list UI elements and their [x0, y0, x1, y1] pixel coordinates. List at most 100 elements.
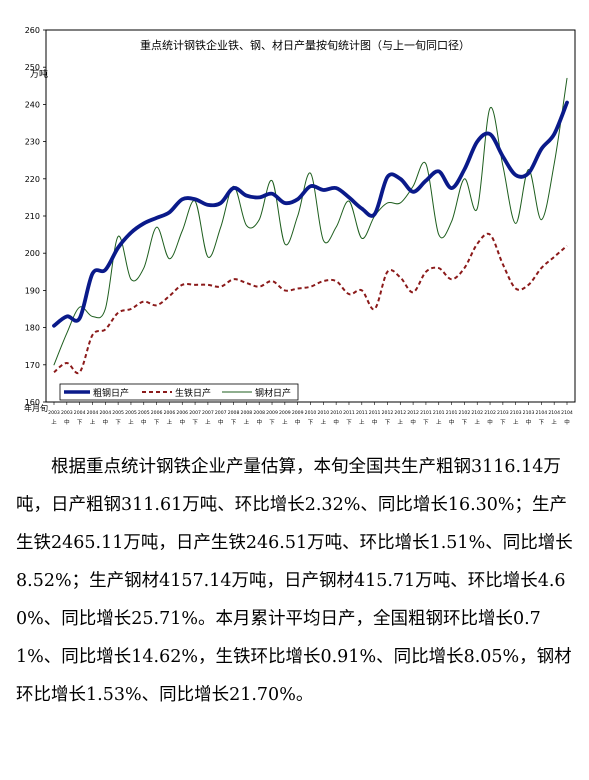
x-tick-label-dekad: 下: [539, 419, 545, 426]
x-tick-label-month: 2102: [459, 410, 471, 416]
y-tick-label: 230: [25, 138, 40, 147]
x-tick-label-dekad: 中: [333, 418, 339, 426]
y-tick-label: 190: [25, 286, 40, 295]
series-line-steel-product: [53, 77, 568, 366]
x-tick-label-dekad: 下: [77, 419, 83, 426]
x-tick-label-month: 2004: [87, 410, 99, 416]
series-line-pig-iron: [53, 232, 568, 375]
x-tick-label-dekad: 中: [256, 418, 262, 426]
x-tick-label-dekad: 上: [359, 418, 365, 426]
x-tick-label-month: 2007: [189, 410, 201, 416]
x-tick-label-dekad: 下: [115, 419, 121, 426]
x-tick-label-month: 2008: [228, 410, 240, 416]
x-tick-label-dekad: 上: [551, 418, 557, 426]
x-tick-label-dekad: 中: [141, 418, 147, 426]
x-tick-label-dekad: 中: [526, 418, 532, 426]
x-tick-label-month: 2102: [484, 410, 496, 416]
summary-paragraph: 根据重点统计钢铁企业产量估算，本旬全国共生产粗钢3116.14万吨，日产粗钢31…: [16, 457, 573, 705]
x-tick-label-dekad: 下: [154, 419, 160, 426]
x-tick-label-dekad: 中: [487, 418, 493, 426]
x-tick-label-dekad: 下: [346, 419, 352, 426]
x-tick-label-dekad: 中: [103, 418, 109, 426]
x-tick-label-month: 2005: [138, 410, 150, 416]
y-unit-label: 万吨: [30, 68, 48, 80]
x-tick-label-month: 2011: [356, 410, 368, 416]
y-tick-label: 260: [25, 26, 40, 35]
x-tick-label-month: 2101: [420, 410, 432, 416]
x-tick-label-month: 2103: [497, 410, 509, 416]
x-tick-label-month: 2103: [523, 410, 535, 416]
legend: 粗钢日产 生铁日产 钢材日产: [59, 383, 299, 401]
x-tick-label-dekad: 下: [308, 419, 314, 426]
series-line-crude-steel: [52, 100, 569, 328]
x-tick-label-month: 2006: [176, 410, 188, 416]
y-tick-label: 210: [25, 212, 40, 221]
steel-production-chart: 重点统计钢铁企业铁、钢、材日产量按旬统计图（与上一旬同口径） 万吨 年月旬 16…: [24, 26, 576, 426]
x-tick-label-dekad: 中: [449, 418, 455, 426]
x-axis: 2003上2003中2004下2004上2004中2005下2005上2005中…: [48, 402, 573, 426]
x-tick-label-month: 2012: [407, 410, 419, 416]
x-tick-label-dekad: 上: [244, 418, 250, 426]
x-tick-label-dekad: 上: [128, 418, 134, 426]
x-tick-label-month: 2004: [99, 410, 111, 416]
y-tick-label: 160: [25, 398, 40, 407]
x-tick-label-dekad: 下: [385, 419, 391, 426]
legend-label-crude-steel: 粗钢日产: [93, 387, 129, 399]
x-tick-label-month: 2005: [112, 410, 124, 416]
x-tick-label-month: 2012: [394, 410, 406, 416]
x-tick-label-month: 2003: [61, 410, 73, 416]
x-tick-label-month: 2101: [433, 410, 445, 416]
y-tick-label: 250: [25, 63, 40, 72]
x-tick-label-dekad: 上: [436, 418, 442, 426]
x-tick-label-dekad: 上: [205, 418, 211, 426]
x-tick-label-month: 2104: [548, 410, 560, 416]
series-group: [52, 77, 569, 375]
x-tick-label-dekad: 上: [51, 418, 57, 426]
x-tick-label-month: 2104: [535, 410, 547, 416]
legend-box: [59, 383, 299, 401]
x-tick-label-month: 2006: [151, 410, 163, 416]
x-tick-label-month: 2010: [305, 410, 317, 416]
x-tick-label-dekad: 下: [269, 419, 275, 426]
x-tick-label-dekad: 上: [321, 418, 327, 426]
x-tick-label-dekad: 中: [64, 418, 70, 426]
x-tick-label-dekad: 下: [500, 419, 506, 426]
legend-label-pig-iron: 生铁日产: [175, 387, 211, 399]
x-tick-label-month: 2005: [125, 410, 137, 416]
x-corner-label: 年月旬: [24, 403, 48, 413]
x-tick-label-month: 2004: [74, 410, 86, 416]
y-axis: 160 170 180 190 200 210 220 230 240 250 260: [25, 26, 46, 407]
legend-label-steel-product: 钢材日产: [255, 387, 291, 399]
x-tick-label-dekad: 中: [179, 418, 185, 426]
x-tick-label-month: 2003: [48, 410, 60, 416]
x-tick-label-dekad: 中: [410, 418, 416, 426]
y-tick-label: 170: [25, 361, 40, 370]
x-tick-label-month: 2102: [471, 410, 483, 416]
x-tick-label-month: 2009: [279, 410, 291, 416]
x-tick-label-dekad: 上: [167, 418, 173, 426]
x-tick-label-dekad: 上: [398, 418, 404, 426]
chart-title: 重点统计钢铁企业铁、钢、材日产量按旬统计图（与上一旬同口径）: [140, 38, 470, 52]
x-tick-label-dekad: 中: [218, 418, 224, 426]
x-tick-label-month: 2008: [241, 410, 253, 416]
x-tick-label-dekad: 上: [282, 418, 288, 426]
x-tick-label-month: 2010: [317, 410, 329, 416]
x-tick-label-month: 2011: [369, 410, 381, 416]
x-tick-label-dekad: 上: [513, 418, 519, 426]
x-tick-label-dekad: 下: [462, 419, 468, 426]
y-tick-label: 220: [25, 175, 40, 184]
x-tick-label-month: 2103: [510, 410, 522, 416]
plot-area-frame: [45, 29, 576, 403]
x-tick-label-month: 2006: [164, 410, 176, 416]
x-tick-label-dekad: 中: [295, 418, 301, 426]
y-tick-label: 240: [25, 100, 40, 109]
x-tick-label-month: 2012: [382, 410, 394, 416]
x-tick-label-month: 2007: [202, 410, 214, 416]
x-tick-label-month: 2010: [330, 410, 342, 416]
x-tick-label-dekad: 上: [474, 418, 480, 426]
x-tick-label-month: 2009: [266, 410, 278, 416]
x-tick-label-month: 2101: [446, 410, 458, 416]
x-tick-label-dekad: 下: [231, 419, 237, 426]
x-tick-label-month: 2011: [343, 410, 355, 416]
x-tick-label-month: 2009: [292, 410, 304, 416]
